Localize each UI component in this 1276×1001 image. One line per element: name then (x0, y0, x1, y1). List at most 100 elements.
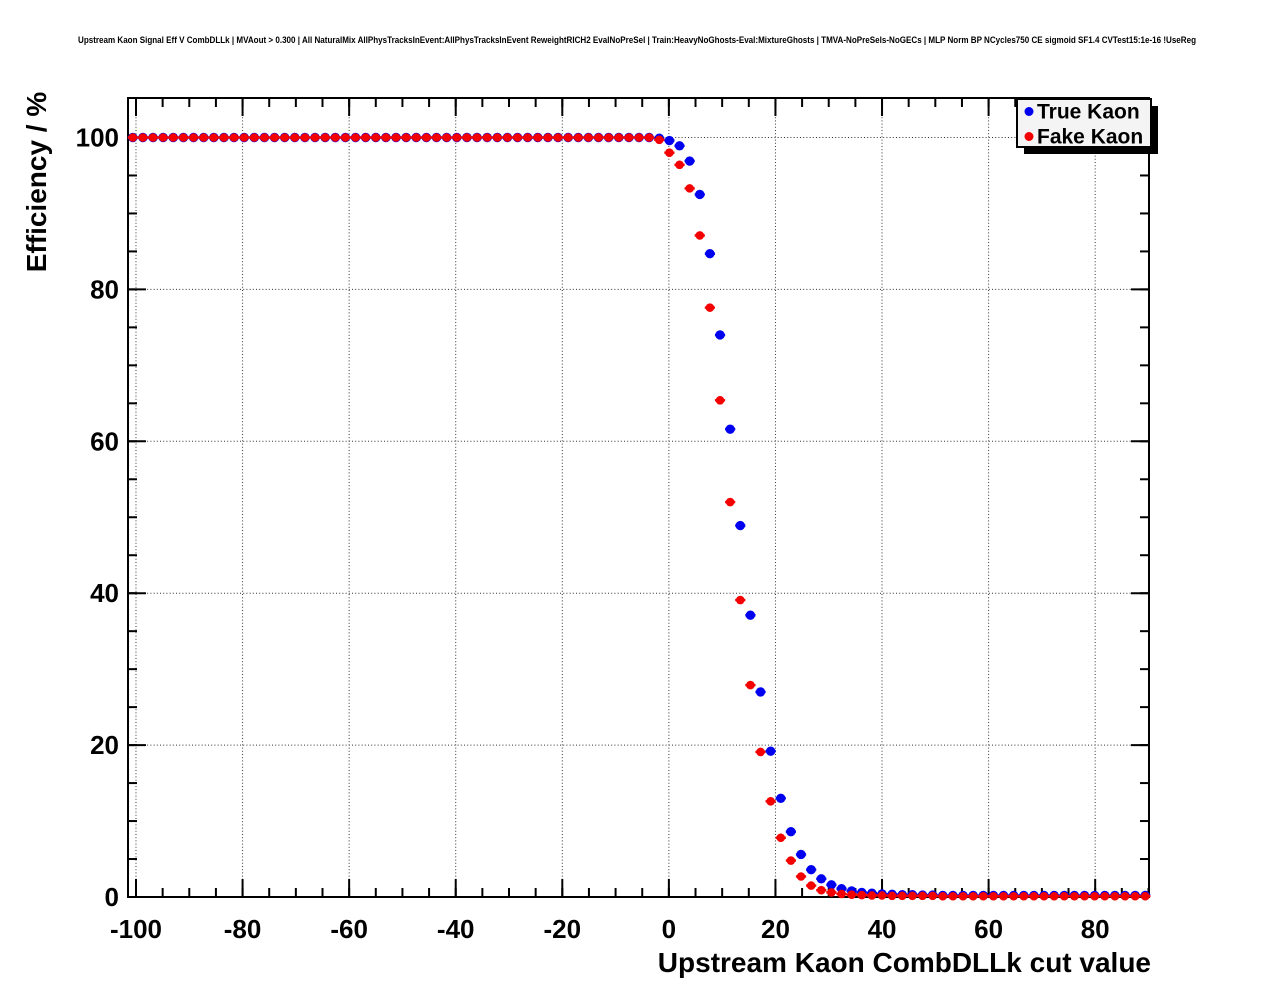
fake-kaon-point (1029, 891, 1039, 901)
fake-kaon-point (958, 891, 968, 901)
fake-kaon-point (948, 891, 958, 901)
true-kaon-point (826, 880, 837, 890)
fake-kaon-point (330, 133, 340, 142)
fake-kaon-point (665, 148, 674, 157)
fake-kaon-point (584, 133, 593, 142)
fake-kaon-point (371, 133, 381, 142)
fake-kaon-point (573, 133, 583, 142)
fake-kaon-point (462, 133, 472, 142)
fake-kaon-point (806, 881, 816, 890)
fake-kaon-point (746, 680, 755, 690)
fake-kaon-point (1110, 891, 1120, 901)
true-kaon-point (765, 746, 776, 756)
y-tick-label: 100 (76, 122, 119, 152)
fake-kaon-point (209, 133, 219, 142)
fake-kaon-point (341, 133, 350, 142)
series-true-kaon (127, 132, 1151, 901)
fake-kaon-point (938, 891, 948, 901)
fake-kaon-point (614, 133, 624, 142)
fake-kaon-point (1120, 891, 1130, 901)
plot-frame (127, 97, 1150, 898)
fake-kaon-point (128, 133, 138, 142)
fake-kaon-point (422, 133, 431, 142)
fake-kaon-point (594, 133, 603, 142)
fake-kaon-point (543, 133, 553, 142)
fake-kaon-point (867, 891, 877, 900)
fake-kaon-point (644, 133, 654, 142)
fake-kaon-point (796, 872, 806, 881)
fake-kaon-point (158, 133, 168, 142)
fake-kaon-point (928, 891, 937, 901)
fake-kaon-point (553, 133, 563, 142)
fake-kaon-point (1070, 891, 1079, 901)
fake-kaon-point (695, 231, 705, 240)
fake-kaon-point (300, 133, 310, 142)
fake-kaon-point (290, 133, 300, 142)
fake-kaon-point (857, 890, 867, 900)
fake-kaon-point (675, 160, 684, 170)
fake-kaon-point (523, 133, 532, 142)
true-kaon-point (806, 864, 816, 875)
fake-kaon-point (472, 133, 482, 142)
x-tick-labels: -100 -80 -60 -40 -20 0 20 40 60 80 (110, 914, 1110, 944)
fake-kaon-point (1100, 891, 1110, 901)
fake-kaon-point (999, 891, 1008, 901)
true-kaon-point (735, 520, 745, 531)
fake-kaon-point (199, 133, 208, 142)
fake-kaon-point (887, 891, 897, 901)
y-tick-label: 80 (90, 274, 119, 304)
true-kaon-point (664, 135, 675, 146)
fake-kaon-point (968, 891, 978, 901)
fake-kaon-point (320, 133, 330, 142)
fake-kaon-point (766, 797, 775, 806)
fake-kaon-point (381, 133, 391, 142)
fake-kaon-point (705, 303, 715, 312)
fake-kaon-point (1059, 891, 1069, 901)
true-kaon-marker-icon (1024, 107, 1034, 116)
fake-kaon-point (604, 133, 613, 142)
x-tick-label: -60 (330, 914, 368, 944)
fake-kaon-point (138, 133, 148, 142)
fake-kaon-point (685, 184, 694, 193)
fake-kaon-point (361, 133, 370, 142)
true-kaon-point (745, 610, 756, 620)
legend-label-fake-kaon: Fake Kaon (1037, 126, 1143, 149)
true-kaon-point (715, 330, 725, 340)
fake-kaon-point (1140, 891, 1150, 901)
plot-title: Upstream Kaon Signal Eff V CombDLLk | MV… (78, 35, 1196, 46)
fake-kaon-point (229, 133, 239, 142)
legend-box (1016, 98, 1152, 148)
true-kaon-point (695, 189, 705, 200)
fake-kaon-point (1080, 891, 1089, 901)
x-tick-label: 20 (761, 914, 790, 944)
legend-label-true-kaon: True Kaon (1037, 101, 1140, 124)
fake-kaon-point (897, 891, 907, 901)
true-kaon-point (796, 849, 806, 860)
fake-kaon-point (827, 888, 836, 897)
fake-kaon-point (219, 133, 229, 142)
fake-kaon-point (725, 497, 735, 507)
fake-kaon-point (1009, 891, 1018, 901)
fake-kaon-point (239, 133, 249, 142)
legend: True Kaon Fake Kaon (1016, 98, 1158, 154)
x-axis-title: Upstream Kaon CombDLLk cut value (658, 947, 1151, 978)
fake-kaon-point (310, 133, 320, 142)
x-tick-label: 0 (662, 914, 676, 944)
fake-kaon-point (482, 133, 492, 142)
x-tick-label: -80 (224, 914, 262, 944)
fake-kaon-point (432, 133, 441, 142)
fake-kaon-point (908, 891, 917, 901)
fake-kaon-point (837, 889, 846, 899)
grid-layer (128, 98, 1149, 897)
y-tick-labels: 0 20 40 60 80 100 (76, 122, 119, 912)
fake-kaon-point (401, 133, 411, 142)
fake-kaon-point (715, 395, 725, 405)
fake-kaon-point (391, 133, 401, 142)
series-fake-kaon (127, 133, 1151, 901)
fake-kaon-point (148, 133, 158, 142)
x-tick-label: -40 (437, 914, 475, 944)
fake-kaon-point (1090, 891, 1099, 901)
fake-kaon-point (270, 133, 279, 142)
fake-kaon-point (1039, 891, 1049, 901)
